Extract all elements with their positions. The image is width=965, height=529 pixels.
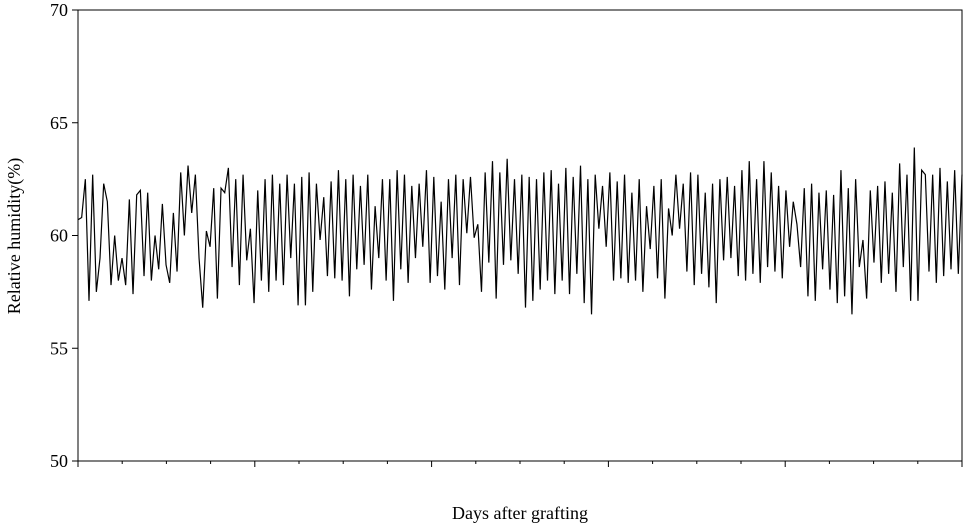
- data-line: [77, 147, 963, 315]
- y-tick-label: 60: [50, 226, 68, 246]
- y-tick-label: 55: [50, 338, 68, 358]
- x-axis-label: Days after grafting: [452, 503, 588, 523]
- y-tick-label: 50: [50, 451, 68, 471]
- y-axis-label: Relative humidity(%): [4, 158, 25, 314]
- y-tick-label: 65: [50, 113, 68, 133]
- y-tick-label: 70: [50, 0, 68, 20]
